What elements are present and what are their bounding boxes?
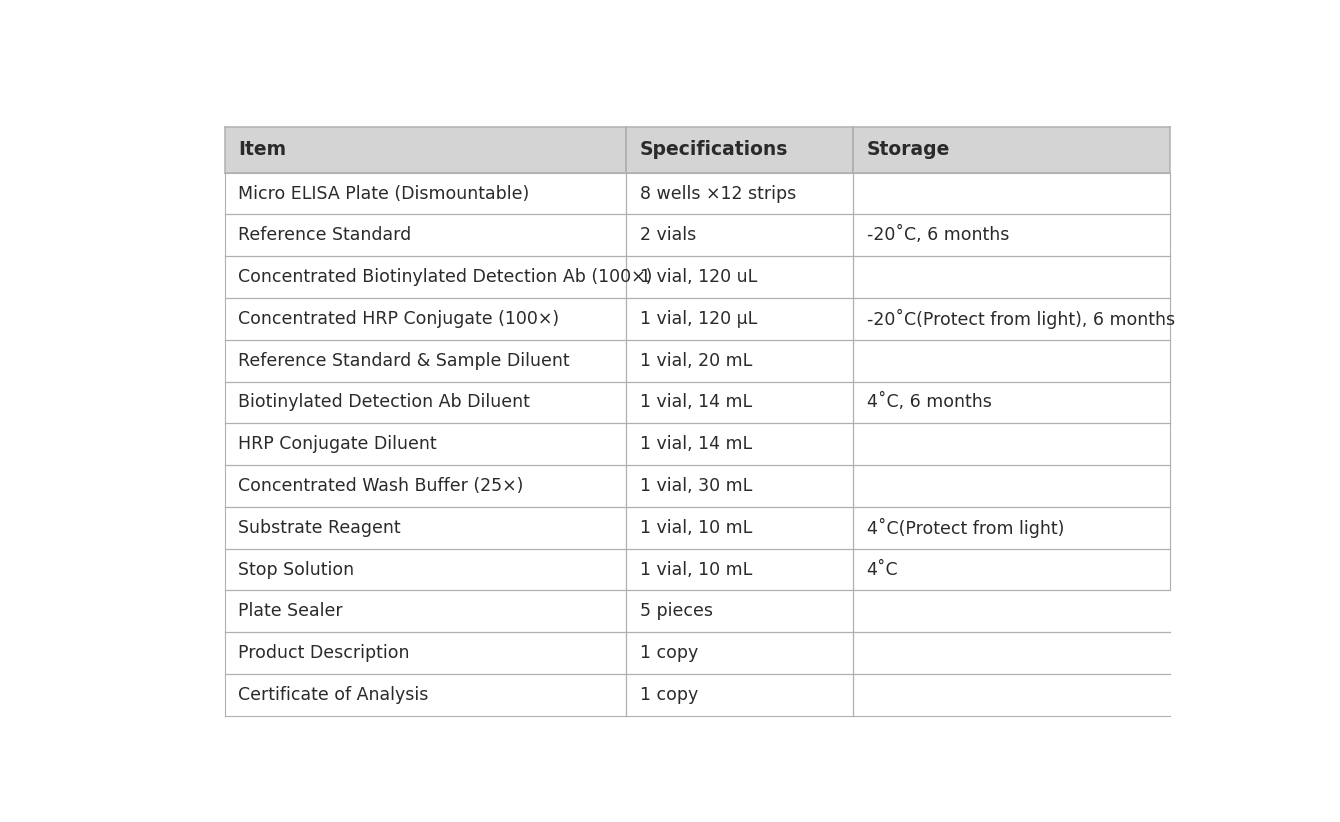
Text: 2 vials: 2 vials — [639, 226, 695, 244]
Bar — [626, 127, 854, 173]
Text: Micro ELISA Plate (Dismountable): Micro ELISA Plate (Dismountable) — [239, 185, 529, 202]
Bar — [626, 674, 854, 716]
Bar — [225, 465, 626, 507]
Text: Plate Sealer: Plate Sealer — [239, 603, 343, 621]
Bar — [854, 465, 1170, 507]
Bar — [626, 381, 854, 423]
Text: Storage: Storage — [867, 141, 950, 159]
Bar — [626, 173, 854, 215]
Text: -20˚C, 6 months: -20˚C, 6 months — [867, 226, 1009, 244]
Bar — [854, 215, 1170, 256]
Bar — [225, 173, 626, 215]
Text: Specifications: Specifications — [639, 141, 788, 159]
Text: 4˚C, 6 months: 4˚C, 6 months — [867, 394, 992, 412]
Bar — [225, 632, 626, 674]
Bar — [854, 256, 1170, 298]
Text: 8 wells ×12 strips: 8 wells ×12 strips — [639, 185, 796, 202]
Text: Concentrated Wash Buffer (25×): Concentrated Wash Buffer (25×) — [239, 477, 524, 495]
Bar — [225, 674, 626, 716]
Bar — [854, 173, 1170, 215]
Text: Substrate Reagent: Substrate Reagent — [239, 519, 401, 537]
Bar — [626, 465, 854, 507]
Text: Item: Item — [239, 141, 287, 159]
Bar — [626, 590, 854, 632]
Bar — [225, 256, 626, 298]
Bar — [854, 298, 1170, 339]
Bar — [225, 423, 626, 465]
Text: Concentrated Biotinylated Detection Ab (100×): Concentrated Biotinylated Detection Ab (… — [239, 268, 653, 286]
Bar — [626, 423, 854, 465]
Text: 4˚C: 4˚C — [867, 561, 898, 579]
Bar — [225, 590, 626, 632]
Text: Product Description: Product Description — [239, 644, 410, 662]
Bar — [626, 298, 854, 339]
Text: Reference Standard & Sample Diluent: Reference Standard & Sample Diluent — [239, 352, 570, 370]
Text: 1 vial, 14 mL: 1 vial, 14 mL — [639, 394, 752, 412]
Bar — [225, 127, 626, 173]
Text: 1 vial, 120 uL: 1 vial, 120 uL — [639, 268, 757, 286]
Bar — [854, 548, 1170, 590]
Bar — [225, 298, 626, 339]
Bar — [225, 339, 626, 381]
Text: -20˚C(Protect from light), 6 months: -20˚C(Protect from light), 6 months — [867, 309, 1175, 329]
Text: Stop Solution: Stop Solution — [239, 561, 354, 579]
Bar — [854, 127, 1170, 173]
Bar — [225, 548, 626, 590]
Bar — [626, 215, 854, 256]
Bar — [854, 423, 1170, 465]
Bar — [854, 632, 1170, 674]
Bar — [854, 381, 1170, 423]
Bar — [225, 381, 626, 423]
Bar — [626, 339, 854, 381]
Text: 1 copy: 1 copy — [639, 686, 698, 704]
Bar — [854, 507, 1170, 548]
Text: Concentrated HRP Conjugate (100×): Concentrated HRP Conjugate (100×) — [239, 310, 559, 328]
Bar — [626, 256, 854, 298]
Text: 1 vial, 120 μL: 1 vial, 120 μL — [639, 310, 757, 328]
Text: 4˚C(Protect from light): 4˚C(Protect from light) — [867, 518, 1064, 538]
Bar — [854, 590, 1170, 632]
Bar — [225, 507, 626, 548]
Text: 1 vial, 14 mL: 1 vial, 14 mL — [639, 435, 752, 453]
Bar — [854, 674, 1170, 716]
Bar — [626, 632, 854, 674]
Text: 5 pieces: 5 pieces — [639, 603, 713, 621]
Text: 1 vial, 30 mL: 1 vial, 30 mL — [639, 477, 752, 495]
Text: 1 copy: 1 copy — [639, 644, 698, 662]
Text: Reference Standard: Reference Standard — [239, 226, 411, 244]
Text: Biotinylated Detection Ab Diluent: Biotinylated Detection Ab Diluent — [239, 394, 531, 412]
Text: 1 vial, 10 mL: 1 vial, 10 mL — [639, 561, 752, 579]
Bar — [225, 215, 626, 256]
Text: Certificate of Analysis: Certificate of Analysis — [239, 686, 429, 704]
Text: HRP Conjugate Diluent: HRP Conjugate Diluent — [239, 435, 437, 453]
Bar — [626, 507, 854, 548]
Text: 1 vial, 10 mL: 1 vial, 10 mL — [639, 519, 752, 537]
Bar — [854, 339, 1170, 381]
Bar — [626, 548, 854, 590]
Text: 1 vial, 20 mL: 1 vial, 20 mL — [639, 352, 752, 370]
